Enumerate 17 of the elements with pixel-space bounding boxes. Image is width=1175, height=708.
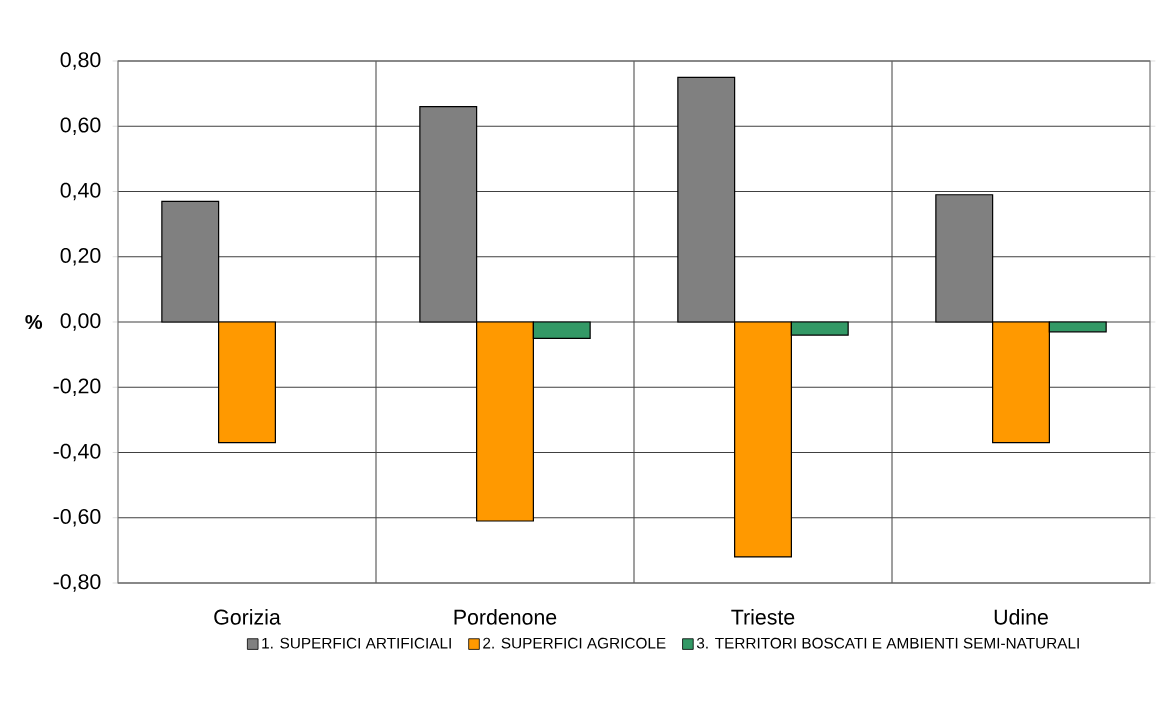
- y-tick-label: -0,60: [53, 508, 101, 527]
- y-tick-label: -0,80: [53, 574, 101, 592]
- x-tick-label: Udine: [994, 609, 1048, 625]
- x-tick-label: Trieste: [731, 609, 795, 625]
- y-tick-label: 0,80: [60, 52, 101, 70]
- y-tick-label: 0,40: [60, 182, 101, 201]
- x-tick-label: Pordenone: [454, 609, 557, 625]
- legend-label: 1. SUPERFICI ARTIFICIALI: [262, 637, 451, 649]
- y-tick-label: -0,40: [53, 443, 101, 462]
- y-axis-title: %: [25, 314, 43, 330]
- legend-label: 2. SUPERFICI AGRICOLE: [483, 637, 666, 649]
- y-tick-label: 0,60: [60, 117, 101, 136]
- x-tick-label: Gorizia: [214, 609, 281, 625]
- legend-label: 3. TERRITORI BOSCATI E AMBIENTI SEMI-NATURALI: [696, 637, 1079, 649]
- y-tick-label: 0,00: [60, 313, 101, 331]
- y-tick-label: 0,20: [60, 247, 101, 266]
- y-tick-label: -0,20: [53, 378, 101, 397]
